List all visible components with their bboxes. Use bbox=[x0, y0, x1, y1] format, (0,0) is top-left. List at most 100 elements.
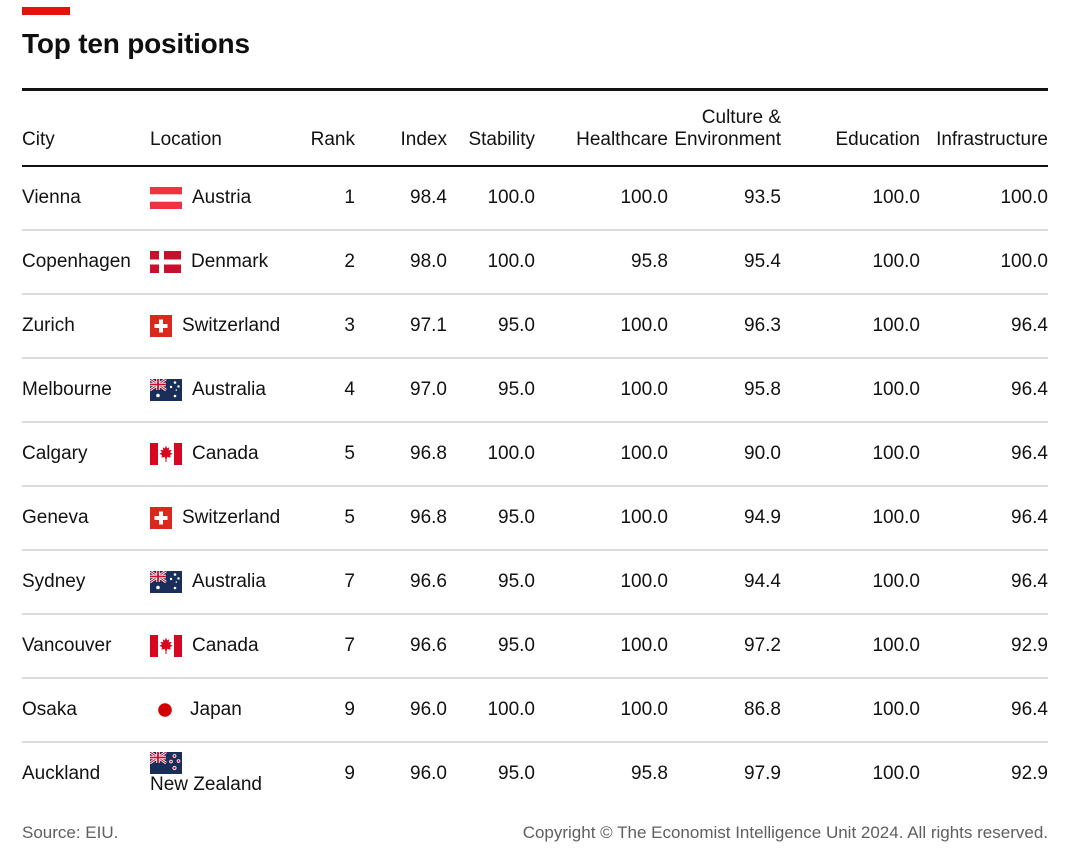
location-cell: Canada bbox=[150, 613, 290, 678]
location-cell: Japan bbox=[150, 677, 290, 742]
rank-cell: 2 bbox=[290, 229, 355, 294]
location-cell: Canada bbox=[150, 421, 290, 486]
index-cell: 96.6 bbox=[355, 613, 447, 678]
japan-flag-icon bbox=[150, 698, 180, 721]
city-cell: Sydney bbox=[22, 549, 150, 614]
switzerland-flag-icon bbox=[150, 506, 172, 529]
stability-cell: 95.0 bbox=[447, 613, 535, 678]
australia-flag-icon bbox=[150, 570, 182, 593]
column-header-location: Location bbox=[150, 89, 290, 167]
healthcare-cell: 100.0 bbox=[535, 421, 668, 486]
index-cell: 97.0 bbox=[355, 357, 447, 422]
index-cell: 97.1 bbox=[355, 293, 447, 358]
index-cell: 96.6 bbox=[355, 549, 447, 614]
location-cell: Australia bbox=[150, 549, 290, 614]
liveability-ranking-page: Top ten positions City Location Rank Ind… bbox=[0, 7, 1080, 843]
table-row: Osaka Japan 9 96.0 100.0 100.0 86.8 100.… bbox=[22, 677, 1048, 742]
infrastructure-cell: 96.4 bbox=[920, 549, 1048, 614]
source-note: Source: EIU. bbox=[22, 823, 119, 842]
rank-cell: 1 bbox=[344, 187, 355, 208]
index-cell: 98.4 bbox=[410, 187, 447, 208]
education-cell: 100.0 bbox=[781, 485, 920, 550]
index-cell: 96.0 bbox=[355, 677, 447, 742]
country-label: Switzerland bbox=[182, 314, 281, 336]
top-ten-table: City Location Rank Index Stability Healt… bbox=[22, 88, 1048, 805]
table-row: Zurich Switzerland 3 97.1 95.0 100.0 96.… bbox=[22, 293, 1048, 358]
location-cell: New Zealand bbox=[150, 741, 290, 805]
city-cell: Vienna bbox=[22, 187, 81, 208]
culture-cell: 86.8 bbox=[668, 677, 781, 742]
table-row: Copenhagen Denmark 2 98.0 100.0 95.8 95.… bbox=[22, 229, 1048, 294]
column-header-infrastructure: Infrastructure bbox=[920, 89, 1048, 167]
country-label: Canada bbox=[192, 442, 259, 464]
healthcare-cell: 95.8 bbox=[535, 741, 668, 805]
switzerland-flag-icon bbox=[150, 314, 172, 337]
column-header-index: Index bbox=[355, 89, 447, 167]
location-cell: Switzerland bbox=[150, 485, 290, 550]
country-label: Japan bbox=[190, 698, 242, 720]
infrastructure-cell: 92.9 bbox=[920, 613, 1048, 678]
stability-cell: 95.0 bbox=[447, 357, 535, 422]
table-body: Vienna Austria 1 98.4 100.0 100.0 93.5 1… bbox=[22, 166, 1048, 805]
culture-cell: 95.8 bbox=[668, 357, 781, 422]
city-cell: Geneva bbox=[22, 485, 150, 550]
culture-cell: 95.4 bbox=[668, 229, 781, 294]
healthcare-cell: 100.0 bbox=[535, 549, 668, 614]
new-zealand-flag-icon bbox=[150, 751, 182, 774]
healthcare-cell: 100.0 bbox=[620, 187, 668, 208]
column-header-stability: Stability bbox=[447, 89, 535, 167]
column-header-rank: Rank bbox=[290, 89, 355, 167]
index-cell: 96.8 bbox=[355, 485, 447, 550]
infrastructure-cell: 96.4 bbox=[920, 485, 1048, 550]
column-header-healthcare: Healthcare bbox=[535, 89, 668, 167]
city-cell: Zurich bbox=[22, 293, 150, 358]
table-header: City Location Rank Index Stability Healt… bbox=[22, 89, 1048, 167]
culture-cell: 97.2 bbox=[668, 613, 781, 678]
infrastructure-cell: 100.0 bbox=[1000, 187, 1048, 208]
stability-cell: 100.0 bbox=[487, 187, 535, 208]
culture-cell: 90.0 bbox=[668, 421, 781, 486]
education-cell: 100.0 bbox=[781, 741, 920, 805]
country-label: Australia bbox=[192, 570, 266, 592]
education-cell: 100.0 bbox=[781, 613, 920, 678]
stability-cell: 100.0 bbox=[447, 677, 535, 742]
healthcare-cell: 100.0 bbox=[535, 677, 668, 742]
stability-cell: 95.0 bbox=[447, 293, 535, 358]
city-cell: Calgary bbox=[22, 421, 150, 486]
column-header-culture-environment: Culture & Environment bbox=[668, 89, 781, 167]
stability-cell: 100.0 bbox=[447, 229, 535, 294]
rank-cell: 9 bbox=[290, 677, 355, 742]
stability-cell: 95.0 bbox=[447, 485, 535, 550]
canada-flag-icon bbox=[150, 634, 182, 657]
education-cell: 100.0 bbox=[872, 187, 920, 208]
table-row: Geneva Switzerland 5 96.8 95.0 100.0 94.… bbox=[22, 485, 1048, 550]
education-cell: 100.0 bbox=[781, 293, 920, 358]
education-cell: 100.0 bbox=[781, 549, 920, 614]
table-footer: Source: EIU. Copyright © The Economist I… bbox=[22, 823, 1048, 843]
education-cell: 100.0 bbox=[781, 677, 920, 742]
table-row: Auckland New Zealand 9 96.0 95.0 95.8 97… bbox=[22, 741, 1048, 805]
infrastructure-cell: 96.4 bbox=[920, 421, 1048, 486]
rank-cell: 7 bbox=[290, 613, 355, 678]
education-cell: 100.0 bbox=[781, 421, 920, 486]
city-cell: Vancouver bbox=[22, 613, 150, 678]
city-cell: Osaka bbox=[22, 677, 150, 742]
table-row: Vancouver Canada 7 96.6 95.0 100.0 97.2 … bbox=[22, 613, 1048, 678]
culture-cell: 96.3 bbox=[668, 293, 781, 358]
stability-cell: 100.0 bbox=[447, 421, 535, 486]
column-header-city: City bbox=[22, 89, 150, 167]
location-cell: Switzerland bbox=[150, 293, 290, 358]
copyright-note: Copyright © The Economist Intelligence U… bbox=[522, 823, 1048, 842]
rank-cell: 3 bbox=[290, 293, 355, 358]
location-cell: Australia bbox=[150, 357, 290, 422]
city-cell: Melbourne bbox=[22, 357, 150, 422]
healthcare-cell: 95.8 bbox=[535, 229, 668, 294]
country-label: Austria bbox=[192, 186, 252, 208]
culture-cell: 94.9 bbox=[668, 485, 781, 550]
stability-cell: 95.0 bbox=[447, 549, 535, 614]
healthcare-cell: 100.0 bbox=[535, 293, 668, 358]
infrastructure-cell: 96.4 bbox=[920, 677, 1048, 742]
infrastructure-cell: 96.4 bbox=[920, 357, 1048, 422]
country-label: New Zealand bbox=[150, 774, 262, 795]
country-label: Switzerland bbox=[182, 506, 281, 528]
